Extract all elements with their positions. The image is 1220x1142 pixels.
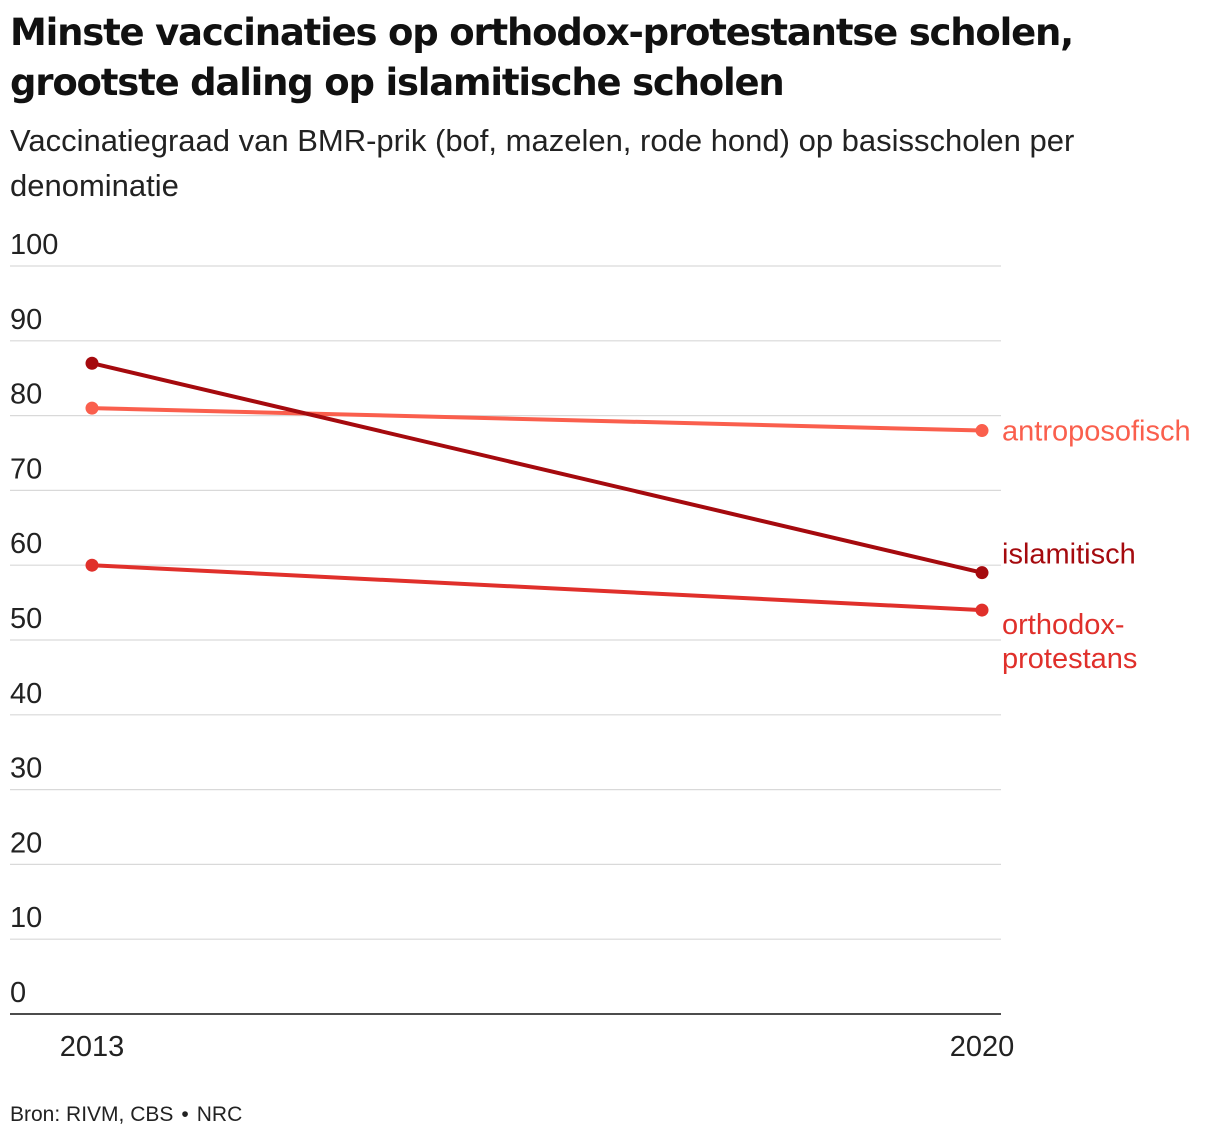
- x-tick-label-2013: 2013: [60, 1031, 125, 1063]
- data-point-islamitisch-2013: [85, 356, 99, 370]
- y-tick-label-30: 30: [10, 753, 42, 785]
- source-separator: •: [181, 1103, 189, 1126]
- y-tick-label-60: 60: [10, 528, 42, 560]
- series-line-orthodox-protestans: [90, 563, 984, 613]
- data-points: [85, 356, 989, 617]
- y-tick-label-10: 10: [10, 902, 42, 934]
- y-tick-label-0: 0: [10, 977, 26, 1009]
- data-point-antroposofisch-2020: [975, 424, 989, 438]
- series-label-antroposofisch: antroposofisch: [1002, 416, 1191, 448]
- series-line-islamitisch: [90, 361, 984, 575]
- data-point-antroposofisch-2013: [85, 401, 99, 415]
- source-text: Bron: RIVM, CBS: [10, 1103, 174, 1126]
- source-note: Bron: RIVM, CBS • NRC: [10, 1103, 242, 1127]
- x-tick-label-2020: 2020: [950, 1031, 1015, 1063]
- y-tick-label-80: 80: [10, 379, 42, 411]
- chart-title: Minste vaccinaties op orthodox-protestan…: [10, 11, 1074, 104]
- y-axis-tick-labels: 0 10 20 30 40 50 60 70 80 90 100: [10, 229, 58, 1009]
- series-label-orthodox-protestans: orthodox-protestans: [1002, 609, 1137, 675]
- chart-subtitle: Vaccinatiegraad van BMR-prik (bof, mazel…: [10, 123, 1075, 203]
- series-line-antroposofisch: [90, 406, 984, 433]
- data-point-islamitisch-2020: [975, 566, 989, 580]
- source-publisher: NRC: [196, 1103, 243, 1126]
- gridlines: [10, 265, 1001, 1015]
- y-tick-label-20: 20: [10, 827, 42, 859]
- data-point-orthodox-protestans-2020: [975, 603, 989, 617]
- y-tick-label-40: 40: [10, 678, 42, 710]
- series-label-islamitisch: islamitisch: [1002, 539, 1136, 571]
- y-tick-label-100: 100: [10, 229, 58, 261]
- y-tick-label-90: 90: [10, 304, 42, 336]
- y-tick-label-50: 50: [10, 603, 42, 635]
- series-lines: [90, 361, 984, 613]
- x-axis-tick-labels: 2013 2020: [60, 1031, 1015, 1063]
- series-labels: antroposofisch islamitisch orthodox-protes…: [1002, 416, 1191, 676]
- y-tick-label-70: 70: [10, 453, 42, 485]
- data-point-orthodox-protestans-2013: [85, 558, 99, 572]
